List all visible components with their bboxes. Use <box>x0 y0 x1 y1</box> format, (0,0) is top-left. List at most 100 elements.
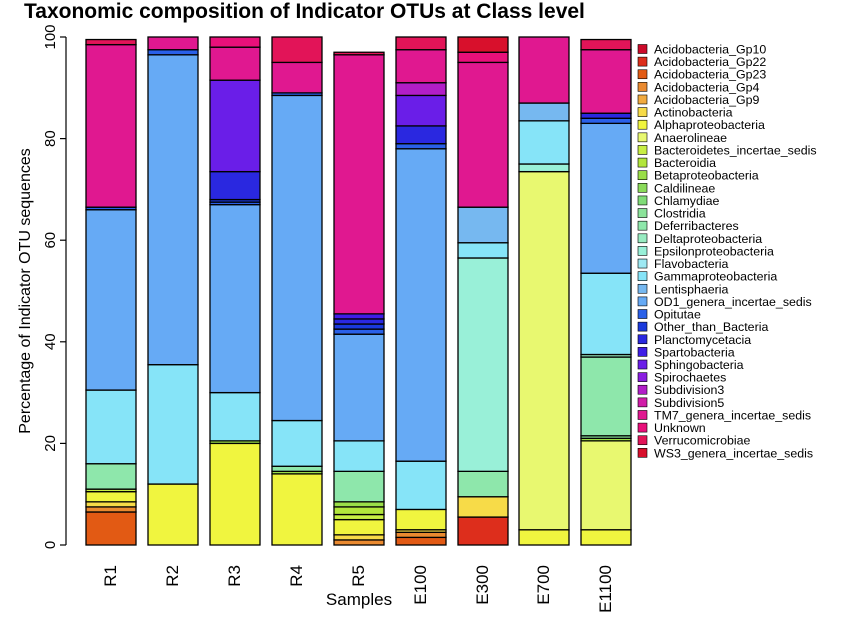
legend-swatch-Caldilineae <box>637 183 648 193</box>
legend-label-Acidobacteria_Gp4: Acidobacteria_Gp4 <box>654 80 759 94</box>
bar-segment-E100-TM7_genera_incertae_sedis <box>395 49 447 84</box>
bar-segment-R4-Gammaproteobacteria <box>271 419 323 467</box>
bar-segment-E1100-Deferribacteres <box>580 356 632 437</box>
bar-segment-E300-Unknown <box>457 51 509 64</box>
bar-segment-E100-Planctomycetacia <box>395 125 447 145</box>
bar-segment-R1-TM7_genera_incertae_sedis <box>85 43 137 208</box>
bar-segment-E300-Deferribacteres <box>457 470 509 498</box>
bar-segment-R5-Acidobacteria_Gp4 <box>333 539 385 546</box>
y-tick-label: 60 <box>42 232 59 249</box>
legend-label-Acidobacteria_Gp23: Acidobacteria_Gp23 <box>654 68 766 82</box>
y-axis: 0 20 40 60 80 100 <box>42 24 67 549</box>
chart-title: Taxonomic composition of Indicator OTUs … <box>24 0 585 23</box>
bar-segment-E300-Lentisphaeria <box>457 206 509 244</box>
bar-segment-E1100-Verrucomicrobiae <box>580 38 632 51</box>
x-tick-label-E700: E700 <box>534 565 553 605</box>
bar-segment-E1100-Opitutae <box>580 117 632 125</box>
legend-swatch-Acidobacteria_Gp9 <box>637 94 648 105</box>
bar-segment-R3-OD1_genera_incertae_sedis <box>209 203 261 394</box>
bar-segment-R5-Bacteroidetes_incertae_sedis <box>333 513 385 521</box>
legend-swatch-Deltaproteobacteria <box>637 233 648 244</box>
bar-segment-E700-Anaerolineae <box>518 170 570 531</box>
bar-segment-E300-Epsilonproteobacteria <box>457 257 509 472</box>
bar-segment-R1-Acidobacteria_Gp23 <box>85 511 137 546</box>
legend-label-Lentisphaeria: Lentisphaeria <box>654 282 729 296</box>
legend-swatch-Acidobacteria_Gp4 <box>637 82 648 92</box>
legend-label-Acidobacteria_Gp10: Acidobacteria_Gp10 <box>654 43 766 57</box>
bar-segment-R2-Opitutae <box>147 49 199 56</box>
legend-swatch-Other_than_Bacteria <box>637 321 648 332</box>
legend-label-Verrucomicrobiae: Verrucomicrobiae <box>654 434 751 448</box>
legend-swatch-Bacteroidetes_incertae_sedis <box>637 145 648 155</box>
legend-swatch-Opitutae <box>637 309 648 319</box>
bars-layer <box>85 36 632 546</box>
bar-segment-R2-OD1_genera_incertae_sedis <box>147 54 199 366</box>
bar-segment-E1100-OD1_genera_incertae_sedis <box>580 122 632 274</box>
bar-segment-E100-Verrucomicrobiae <box>395 36 447 51</box>
legend-swatch-Alphaproteobacteria <box>637 119 648 130</box>
legend-label-Actinobacteria: Actinobacteria <box>654 106 733 120</box>
legend-swatch-Unknown <box>637 422 648 433</box>
bar-segment-R4-TM7_genera_incertae_sedis <box>271 61 323 94</box>
bar-segment-E1100-Alphaproteobacteria <box>580 529 632 546</box>
bar-segment-R5-TM7_genera_incertae_sedis <box>333 54 385 315</box>
bar-segment-E100-Alphaproteobacteria <box>395 508 447 531</box>
legend-label-Subdivision3: Subdivision3 <box>654 383 724 397</box>
bar-segment-E300-WS3_genera_incertae_sedis <box>457 36 509 53</box>
legend-swatch-Chlamydiae <box>637 195 648 206</box>
legend-swatch-Bacteroidia <box>637 157 648 168</box>
bar-segment-R1-OD1_genera_incertae_sedis <box>85 209 137 391</box>
legend-swatch-Subdivision5 <box>637 397 648 408</box>
bar-segment-R4-Verrucomicrobiae <box>271 36 323 64</box>
bar-segment-R3-Planctomycetacia <box>209 170 261 201</box>
bar-segment-E1100-Planctomycetacia <box>580 112 632 119</box>
legend-swatch-Verrucomicrobiae <box>637 435 648 446</box>
bar-segment-R5-OD1_genera_incertae_sedis <box>333 333 385 442</box>
legend-label-Subdivision5: Subdivision5 <box>654 396 724 410</box>
y-tick-label: 40 <box>42 333 59 350</box>
y-tick-label: 20 <box>42 435 59 452</box>
y-tick-label: 100 <box>42 24 59 49</box>
bar-segment-R3-Alphaproteobacteria <box>209 442 261 546</box>
bar-segment-E300-TM7_genera_incertae_sedis <box>457 61 509 208</box>
legend-swatch-Sphingobacteria <box>637 359 648 370</box>
bar-segment-R4-OD1_genera_incertae_sedis <box>271 94 323 422</box>
y-axis-label: Percentage of Indicator OTU sequences <box>17 148 34 434</box>
bar-segment-R1-Verrucomicrobiae <box>85 38 137 46</box>
legend-label-Unknown: Unknown <box>654 421 706 435</box>
bar-segment-R5-Deferribacteres <box>333 470 385 503</box>
legend-swatch-WS3_genera_incertae_sedis <box>637 448 648 458</box>
legend: Acidobacteria_Gp10Acidobacteria_Gp22Acid… <box>637 43 817 460</box>
legend-label-Bacteroidetes_incertae_sedis: Bacteroidetes_incertae_sedis <box>654 143 817 157</box>
bar-segment-R5-Other_than_Bacteria <box>333 323 385 330</box>
legend-swatch-Deferribacteres <box>637 220 648 231</box>
bar-segment-E700-TM7_genera_incertae_sedis <box>518 36 570 104</box>
x-tick-label-R1: R1 <box>101 565 120 587</box>
x-tick-label-R4: R4 <box>287 565 306 587</box>
x-tick-label-E1100: E1100 <box>596 565 615 613</box>
legend-label-Betaproteobacteria: Betaproteobacteria <box>654 169 759 183</box>
bar-segment-E1100-TM7_genera_incertae_sedis <box>580 49 632 114</box>
x-tick-label-E300: E300 <box>473 565 492 605</box>
legend-label-Other_than_Bacteria: Other_than_Bacteria <box>654 320 768 334</box>
legend-swatch-Spartobacteria <box>637 347 648 357</box>
bar-segment-R5-Alphaproteobacteria <box>333 518 385 536</box>
x-tick-label-E100: E100 <box>411 565 430 605</box>
bar-segment-E300-Gammaproteobacteria <box>457 242 509 259</box>
legend-swatch-Planctomycetacia <box>637 334 648 345</box>
bar-segment-E700-Epsilonproteobacteria <box>518 163 570 173</box>
bar-segment-R1-Gammaproteobacteria <box>85 389 137 465</box>
bar-segment-R5-Spartobacteria <box>333 313 385 320</box>
bar-segment-E100-Opitutae <box>395 143 447 150</box>
legend-swatch-Acidobacteria_Gp23 <box>637 69 648 80</box>
legend-swatch-Flavobacteria <box>637 258 648 269</box>
bar-segment-R2-TM7_genera_incertae_sedis <box>147 36 199 51</box>
x-tick-label-R2: R2 <box>163 565 182 587</box>
legend-label-Clostridia: Clostridia <box>654 207 706 221</box>
legend-swatch-Gammaproteobacteria <box>637 271 648 281</box>
legend-label-Chlamydiae: Chlamydiae <box>654 194 720 208</box>
legend-swatch-TM7_genera_incertae_sedis <box>637 410 648 420</box>
legend-label-Sphingobacteria: Sphingobacteria <box>654 358 744 372</box>
bar-segment-R4-Deferribacteres <box>271 465 323 472</box>
